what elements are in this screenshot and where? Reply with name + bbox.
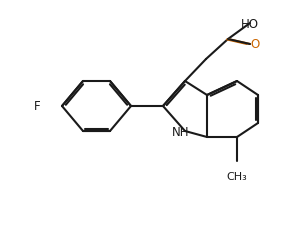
Text: NH: NH xyxy=(172,126,190,139)
Text: HO: HO xyxy=(241,17,259,30)
Text: F: F xyxy=(34,100,40,113)
Text: CH₃: CH₃ xyxy=(227,171,247,181)
Text: O: O xyxy=(250,38,259,51)
